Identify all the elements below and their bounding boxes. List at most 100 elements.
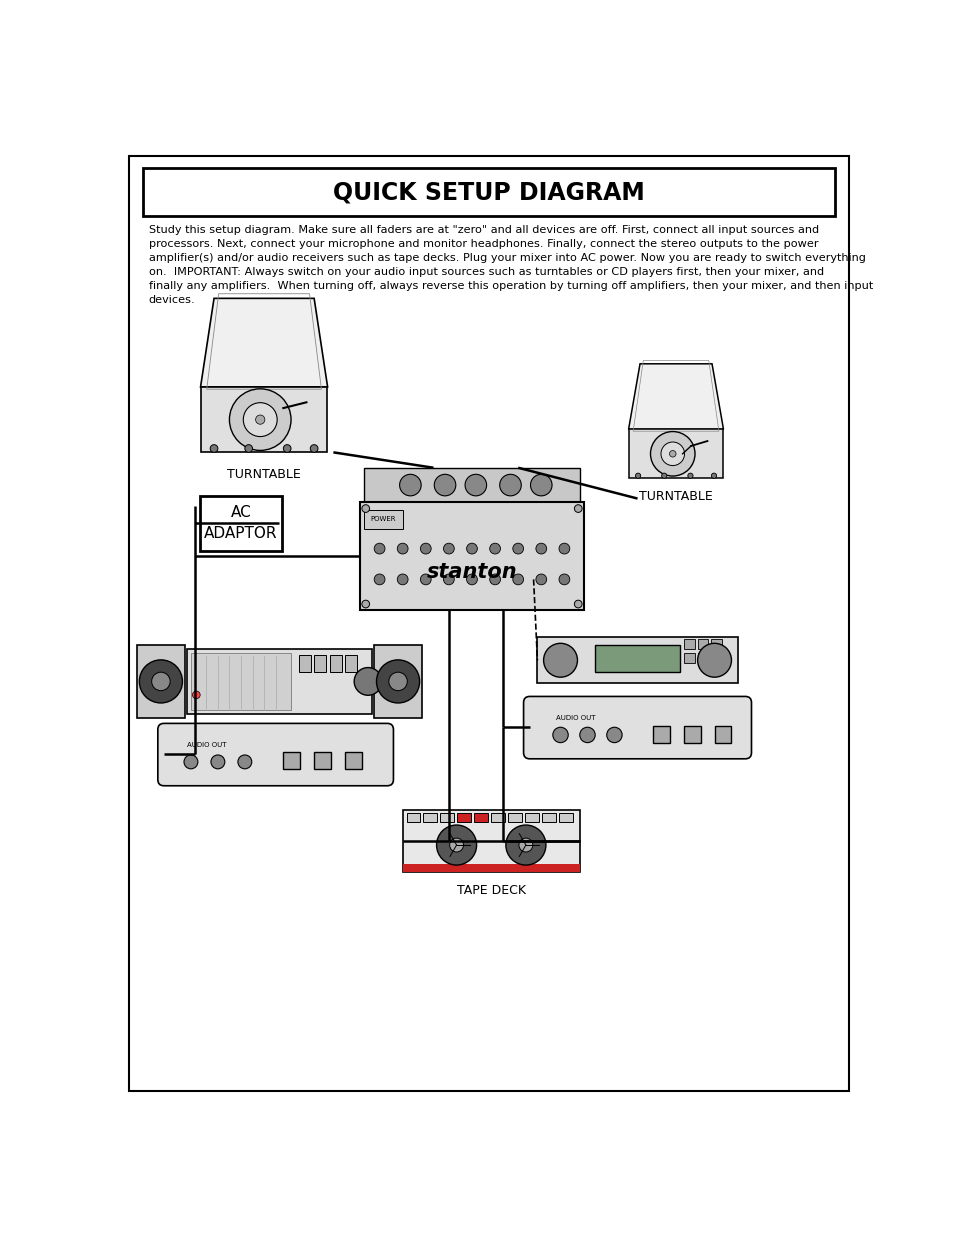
FancyBboxPatch shape bbox=[541, 813, 556, 823]
Circle shape bbox=[466, 543, 476, 555]
Circle shape bbox=[210, 445, 217, 452]
Circle shape bbox=[399, 474, 420, 496]
Circle shape bbox=[310, 445, 317, 452]
FancyBboxPatch shape bbox=[314, 752, 331, 769]
FancyBboxPatch shape bbox=[697, 638, 708, 648]
Circle shape bbox=[184, 755, 197, 769]
Circle shape bbox=[152, 672, 170, 690]
Circle shape bbox=[574, 505, 581, 513]
FancyBboxPatch shape bbox=[523, 697, 751, 758]
FancyBboxPatch shape bbox=[474, 813, 488, 823]
Polygon shape bbox=[200, 299, 327, 387]
FancyBboxPatch shape bbox=[558, 813, 572, 823]
Circle shape bbox=[434, 474, 456, 496]
FancyBboxPatch shape bbox=[402, 810, 579, 872]
Circle shape bbox=[536, 574, 546, 585]
Circle shape bbox=[420, 574, 431, 585]
FancyBboxPatch shape bbox=[364, 468, 579, 503]
Text: stanton: stanton bbox=[426, 562, 517, 582]
Circle shape bbox=[374, 543, 385, 555]
Circle shape bbox=[530, 474, 552, 496]
Circle shape bbox=[505, 825, 545, 864]
Text: TURNTABLE: TURNTABLE bbox=[639, 490, 712, 503]
FancyBboxPatch shape bbox=[201, 387, 327, 452]
FancyBboxPatch shape bbox=[714, 726, 731, 742]
FancyBboxPatch shape bbox=[283, 752, 300, 769]
Circle shape bbox=[661, 473, 666, 478]
Circle shape bbox=[436, 825, 476, 864]
Circle shape bbox=[139, 659, 182, 703]
Circle shape bbox=[558, 574, 569, 585]
FancyBboxPatch shape bbox=[137, 645, 185, 718]
Circle shape bbox=[283, 445, 291, 452]
FancyBboxPatch shape bbox=[345, 655, 356, 672]
Circle shape bbox=[543, 643, 577, 677]
FancyBboxPatch shape bbox=[711, 638, 721, 648]
Circle shape bbox=[389, 672, 407, 690]
FancyBboxPatch shape bbox=[683, 652, 694, 662]
Circle shape bbox=[464, 474, 486, 496]
Circle shape bbox=[687, 473, 692, 478]
Circle shape bbox=[361, 505, 369, 513]
Circle shape bbox=[243, 403, 277, 436]
Circle shape bbox=[211, 755, 225, 769]
Circle shape bbox=[574, 600, 581, 608]
Circle shape bbox=[396, 543, 408, 555]
Circle shape bbox=[354, 668, 381, 695]
FancyBboxPatch shape bbox=[595, 645, 679, 672]
Text: CD PLAYER: CD PLAYER bbox=[602, 695, 671, 708]
FancyBboxPatch shape bbox=[491, 813, 504, 823]
Circle shape bbox=[697, 643, 731, 677]
Circle shape bbox=[374, 574, 385, 585]
Circle shape bbox=[513, 574, 523, 585]
Circle shape bbox=[361, 600, 369, 608]
FancyBboxPatch shape bbox=[200, 496, 281, 551]
Text: Study this setup diagram. Make sure all faders are at "zero" and all devices are: Study this setup diagram. Make sure all … bbox=[149, 225, 872, 305]
Circle shape bbox=[245, 445, 253, 452]
Circle shape bbox=[255, 415, 265, 425]
FancyBboxPatch shape bbox=[191, 652, 291, 710]
FancyBboxPatch shape bbox=[374, 645, 421, 718]
FancyBboxPatch shape bbox=[402, 864, 579, 872]
Circle shape bbox=[193, 692, 200, 699]
Circle shape bbox=[420, 543, 431, 555]
FancyBboxPatch shape bbox=[537, 637, 737, 683]
FancyBboxPatch shape bbox=[143, 168, 834, 216]
Circle shape bbox=[669, 451, 676, 457]
FancyBboxPatch shape bbox=[157, 724, 393, 785]
FancyBboxPatch shape bbox=[345, 752, 361, 769]
FancyBboxPatch shape bbox=[697, 652, 708, 662]
Circle shape bbox=[536, 543, 546, 555]
Text: POWER AMPLIFIER: POWER AMPLIFIER bbox=[222, 730, 336, 742]
Circle shape bbox=[606, 727, 621, 742]
FancyBboxPatch shape bbox=[187, 648, 372, 714]
Circle shape bbox=[237, 755, 252, 769]
FancyBboxPatch shape bbox=[360, 503, 583, 610]
Circle shape bbox=[552, 727, 568, 742]
FancyBboxPatch shape bbox=[628, 430, 722, 478]
FancyBboxPatch shape bbox=[406, 813, 420, 823]
Circle shape bbox=[489, 574, 500, 585]
FancyBboxPatch shape bbox=[364, 510, 402, 530]
FancyBboxPatch shape bbox=[683, 726, 700, 742]
Circle shape bbox=[443, 574, 454, 585]
FancyBboxPatch shape bbox=[456, 813, 471, 823]
Circle shape bbox=[396, 574, 408, 585]
Text: AUDIO OUT: AUDIO OUT bbox=[556, 715, 595, 721]
Circle shape bbox=[376, 659, 419, 703]
Text: TAPE DECK: TAPE DECK bbox=[456, 883, 525, 897]
FancyBboxPatch shape bbox=[329, 655, 341, 672]
FancyBboxPatch shape bbox=[524, 813, 538, 823]
FancyBboxPatch shape bbox=[652, 726, 669, 742]
FancyBboxPatch shape bbox=[508, 813, 521, 823]
Circle shape bbox=[443, 543, 454, 555]
Circle shape bbox=[579, 727, 595, 742]
FancyBboxPatch shape bbox=[314, 655, 326, 672]
Text: POWER: POWER bbox=[371, 516, 395, 522]
FancyBboxPatch shape bbox=[298, 655, 311, 672]
Circle shape bbox=[499, 474, 520, 496]
FancyBboxPatch shape bbox=[440, 813, 454, 823]
FancyBboxPatch shape bbox=[423, 813, 436, 823]
FancyBboxPatch shape bbox=[711, 652, 721, 662]
Polygon shape bbox=[628, 364, 722, 430]
